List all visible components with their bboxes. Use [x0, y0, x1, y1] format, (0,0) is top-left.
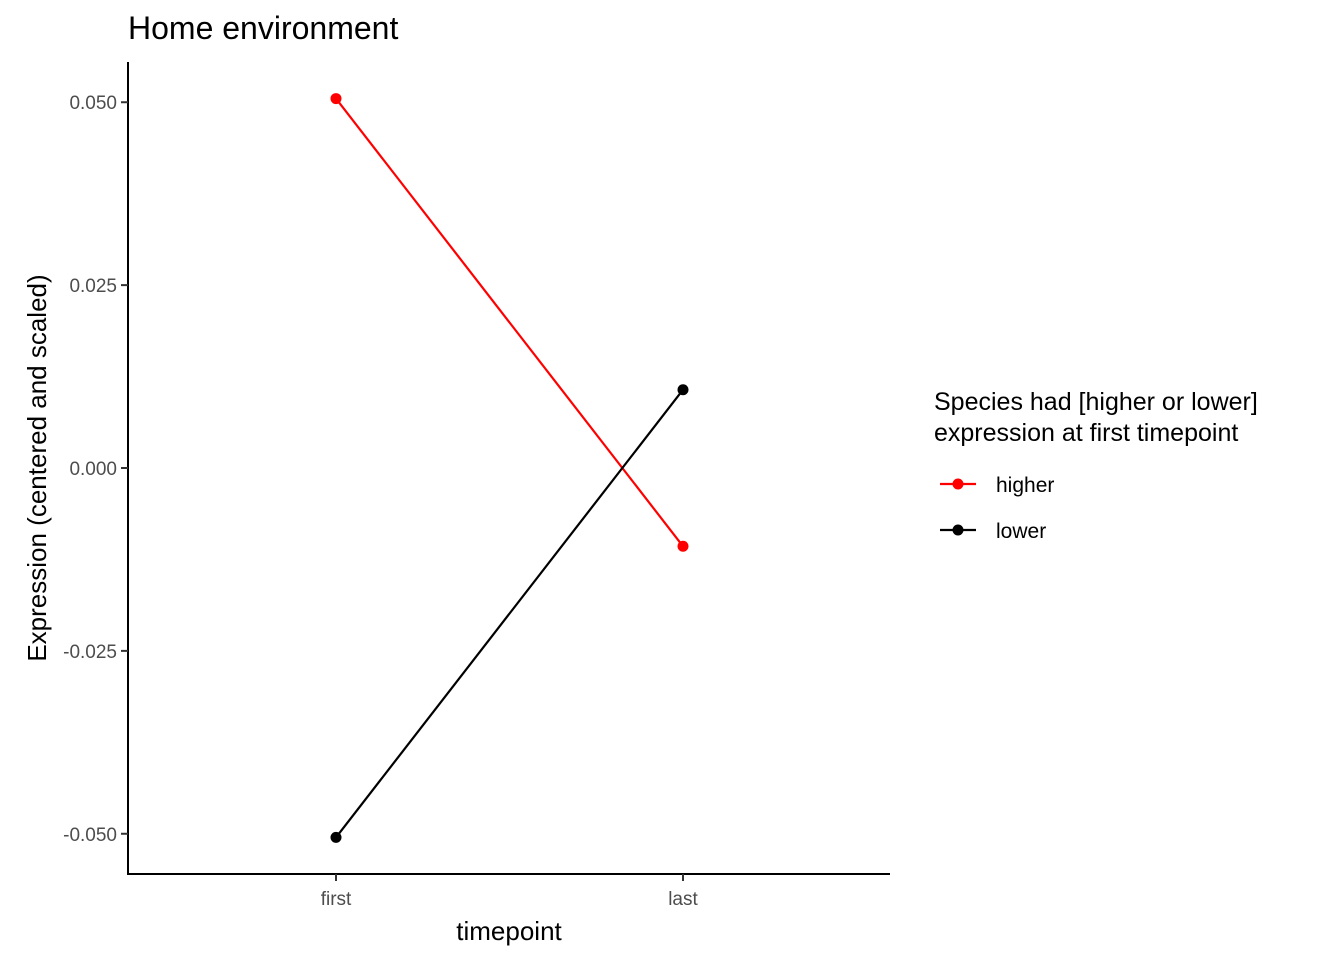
x-axis-ticks: first last	[321, 874, 698, 910]
legend-title-line-2: expression at first timepoint	[934, 419, 1238, 447]
y-axis-ticks: 0.050 0.025 0.000 -0.025 -0.050	[63, 93, 128, 846]
legend-label: higher	[996, 474, 1054, 497]
y-axis-title: Expression (centered and scaled)	[22, 274, 52, 661]
legend-title-line-1: Species had [higher or lower]	[934, 388, 1258, 416]
x-tick-label: first	[321, 889, 352, 910]
data-point-lower-first	[330, 831, 342, 843]
legend-item-lower: lower	[940, 520, 1046, 543]
y-tick-label: -0.025	[63, 642, 117, 663]
plot-area	[330, 93, 689, 843]
legend-key-point	[952, 478, 964, 490]
x-axis-title: timepoint	[456, 916, 562, 946]
y-tick-label: -0.050	[63, 825, 117, 846]
data-point-lower-last	[677, 384, 689, 396]
data-point-higher-first	[330, 93, 342, 105]
y-tick-label: 0.025	[69, 276, 117, 297]
x-tick-label: last	[668, 889, 698, 910]
legend-items: higher lower	[940, 474, 1054, 543]
data-point-higher-last	[677, 540, 689, 552]
legend-label: lower	[996, 520, 1046, 543]
series-line-higher	[335, 97, 684, 547]
series-line-lower	[335, 389, 684, 839]
y-tick-label: 0.000	[69, 459, 117, 480]
legend: Species had [higher or lower] expression…	[934, 388, 1258, 543]
legend-key-point	[952, 524, 964, 536]
y-tick-label: 0.050	[69, 93, 117, 114]
legend-item-higher: higher	[940, 474, 1054, 497]
chart-title: Home environment	[128, 10, 398, 46]
